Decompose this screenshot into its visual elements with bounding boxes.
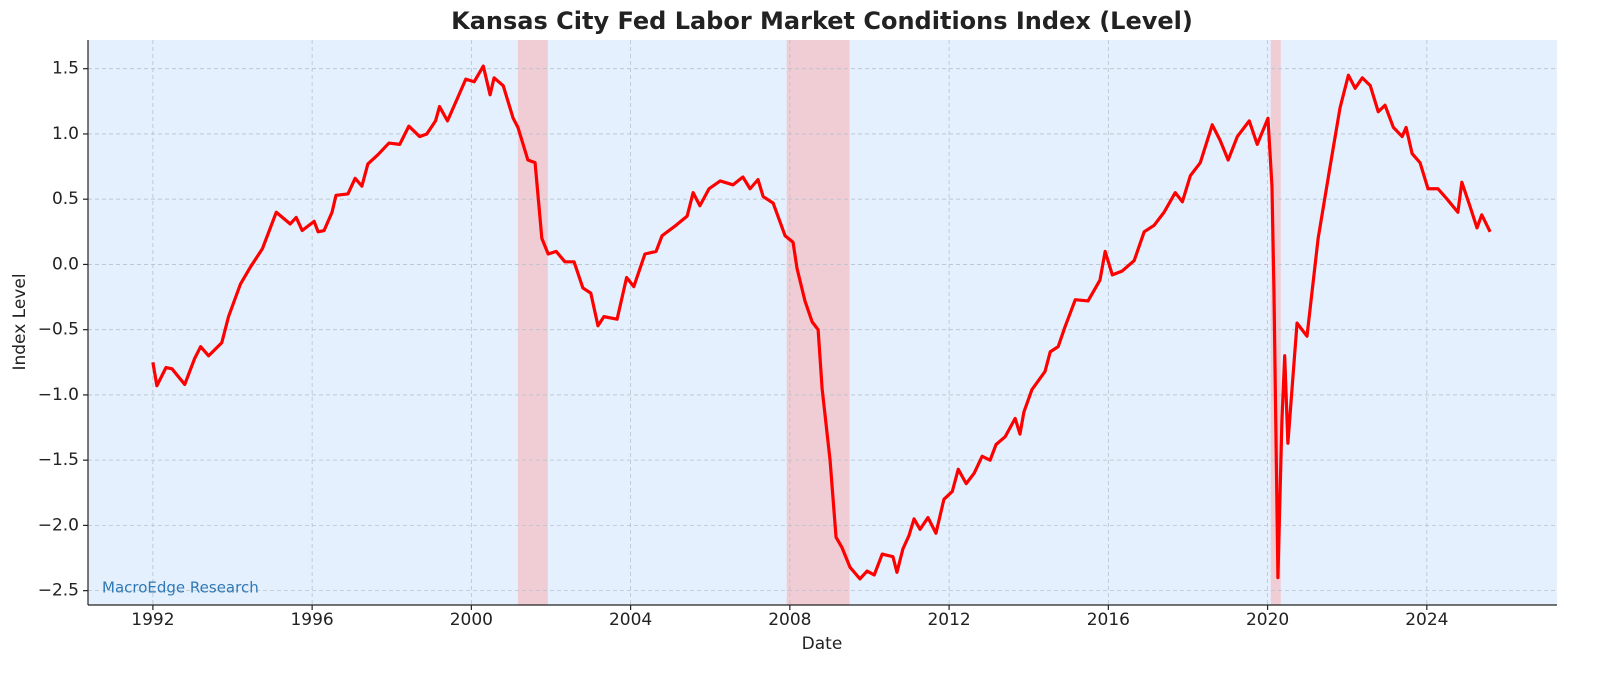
series-line	[151, 64, 1492, 581]
x-tick-label: 2008	[768, 610, 811, 630]
x-tick-label: 2004	[609, 610, 652, 630]
x-axis-label: Date	[802, 634, 843, 654]
x-tick-label: 2000	[450, 610, 493, 630]
chart-title: Kansas City Fed Labor Market Conditions …	[451, 7, 1193, 35]
y-tick-label: 0.0	[52, 254, 79, 274]
y-tick-label: −1.0	[38, 385, 79, 405]
x-tick-label: 2024	[1405, 610, 1448, 630]
y-tick-label: −0.5	[38, 320, 79, 340]
recession-shade	[517, 40, 548, 605]
y-tick-label: −1.5	[38, 450, 79, 470]
y-tick-label: −2.0	[38, 515, 79, 535]
recession-shade	[786, 40, 850, 605]
x-tick-label: 2016	[1087, 610, 1130, 630]
y-axis-label: Index Level	[10, 273, 30, 370]
y-tick-label: 1.5	[52, 59, 79, 79]
x-tick-label: 1996	[290, 610, 333, 630]
x-tick-label: 2012	[927, 610, 970, 630]
x-tick-label: 2020	[1246, 610, 1289, 630]
y-tick-label: −2.5	[38, 581, 79, 601]
y-tick-label: 0.5	[52, 189, 79, 209]
y-tick-label: 1.0	[52, 124, 79, 144]
x-tick-label: 1992	[131, 610, 174, 630]
annotation: MacroEdge Research	[102, 579, 259, 597]
